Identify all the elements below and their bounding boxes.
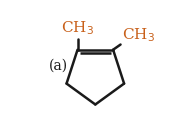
Text: CH$_3$: CH$_3$: [61, 19, 94, 37]
Text: CH$_3$: CH$_3$: [122, 26, 155, 44]
Text: (a): (a): [49, 59, 68, 73]
